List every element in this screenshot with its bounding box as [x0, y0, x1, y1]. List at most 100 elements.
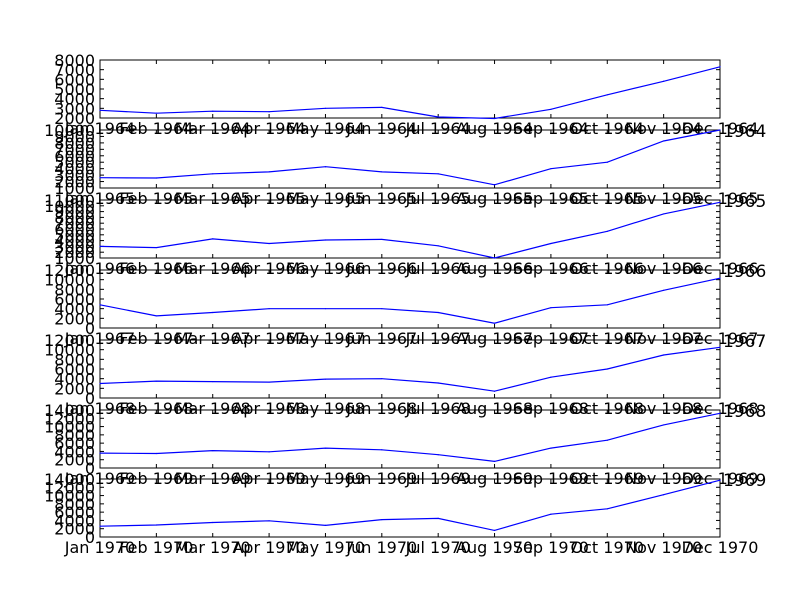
data-point [606, 230, 608, 232]
data-point [381, 449, 383, 451]
x-tick-label: Sep 1968 [513, 399, 589, 418]
data-point [719, 201, 721, 203]
x-tick-label: Nov 1968 [625, 399, 702, 418]
plot-frame [99, 59, 721, 119]
y-tick-label: 6000 [54, 147, 95, 166]
data-point [99, 109, 101, 111]
data-point [493, 529, 496, 531]
data-point [493, 390, 496, 392]
data-point [719, 479, 721, 481]
plot-frame [99, 339, 721, 399]
x-tick-label: Jul 1964 [405, 119, 471, 138]
y-tick-label: 7000 [54, 214, 95, 233]
data-point [493, 257, 496, 259]
x-tick-label: Mar 1966 [175, 259, 251, 278]
data-point [155, 452, 157, 455]
series-line [99, 277, 721, 324]
x-tick-label: Aug 1966 [456, 259, 533, 278]
y-tick-label: 14000 [44, 401, 95, 420]
y-tick-label: 12000 [44, 261, 95, 280]
data-point [99, 525, 101, 527]
x-tick-label: Jan 1970 [64, 538, 135, 557]
x-tick-label: Nov 1964 [625, 119, 702, 138]
data-point [212, 380, 214, 383]
y-tick-label: 12000 [44, 409, 95, 428]
data-point [663, 289, 665, 291]
data-point [663, 140, 665, 142]
data-point [719, 129, 721, 131]
y-tick-label: 8000 [54, 134, 95, 153]
plot-frame [99, 129, 721, 189]
x-tick-label: Aug 1970 [456, 538, 533, 557]
y-tick-label: 12000 [44, 331, 95, 350]
plot-frame [99, 409, 721, 469]
data-point [493, 322, 496, 324]
data-point [155, 112, 157, 114]
x-tick-label: Feb 1970 [119, 538, 193, 557]
data-point [493, 460, 496, 462]
data-point [606, 94, 608, 96]
data-point [99, 177, 101, 179]
series-line [99, 66, 721, 120]
series-line [99, 346, 721, 392]
x-tick-label: Oct 1970 [571, 538, 644, 557]
data-point [324, 447, 327, 449]
x-tick-label: Dec 1966 [682, 259, 759, 278]
y-tick-label: 2000 [54, 173, 95, 192]
year-label: 1968 [723, 402, 766, 422]
x-tick-label: Jun 1965 [345, 189, 417, 208]
data-point [155, 246, 157, 249]
data-point [606, 368, 608, 370]
data-point [268, 242, 270, 245]
x-tick-label: Jan 1965 [64, 189, 135, 208]
subplot-2: 1000200030004000500060007000800090001000… [44, 121, 766, 208]
y-tick-label: 3000 [54, 99, 95, 118]
y-tick-label: 2000 [54, 520, 95, 539]
x-tick-label: May 1967 [286, 329, 365, 348]
y-tick-label: 5000 [54, 153, 95, 172]
data-point [493, 117, 496, 120]
x-tick-label: Dec 1965 [682, 189, 759, 208]
data-point [437, 382, 439, 384]
y-tick-label: 4000 [54, 160, 95, 179]
y-tick-label: 0 [85, 389, 95, 408]
x-tick-label: Apr 1965 [232, 189, 305, 208]
y-tick-label: 10000 [44, 271, 95, 290]
x-tick-label: Apr 1966 [232, 259, 305, 278]
data-point [663, 354, 665, 356]
data-point [381, 519, 383, 521]
data-point [268, 111, 270, 113]
series-line [99, 201, 721, 259]
y-tick-label: 6000 [54, 70, 95, 89]
data-point [324, 166, 327, 168]
year-label: 1969 [723, 471, 766, 491]
x-tick-label: Jul 1967 [405, 329, 471, 348]
data-point [437, 245, 439, 247]
x-tick-label: Feb 1967 [119, 329, 193, 348]
x-tick-label: Jan 1967 [64, 329, 135, 348]
y-tick-label: 8000 [54, 208, 95, 227]
y-tick-label: 9000 [54, 203, 95, 222]
x-tick-label: Apr 1968 [232, 399, 305, 418]
y-tick-label: 10000 [44, 487, 95, 506]
x-tick-label: Feb 1965 [119, 189, 193, 208]
data-point [99, 382, 101, 385]
x-tick-label: Aug 1965 [456, 189, 533, 208]
y-tick-label: 7000 [54, 140, 95, 159]
data-point [663, 213, 665, 215]
x-tick-label: Jun 1967 [345, 329, 417, 348]
x-tick-label: Feb 1964 [119, 119, 193, 138]
data-point [550, 242, 552, 245]
x-tick-label: Nov 1965 [625, 189, 702, 208]
y-tick-label: 4000 [54, 370, 95, 389]
data-point [606, 304, 608, 306]
x-tick-label: Jul 1965 [405, 189, 471, 208]
x-tick-label: May 1965 [286, 189, 365, 208]
x-tick-label: Oct 1968 [571, 399, 644, 418]
x-tick-label: Aug 1968 [456, 399, 533, 418]
data-point [606, 161, 608, 163]
data-point [663, 494, 665, 496]
x-tick-label: Sep 1964 [513, 119, 589, 138]
year-label: 1967 [723, 332, 766, 352]
